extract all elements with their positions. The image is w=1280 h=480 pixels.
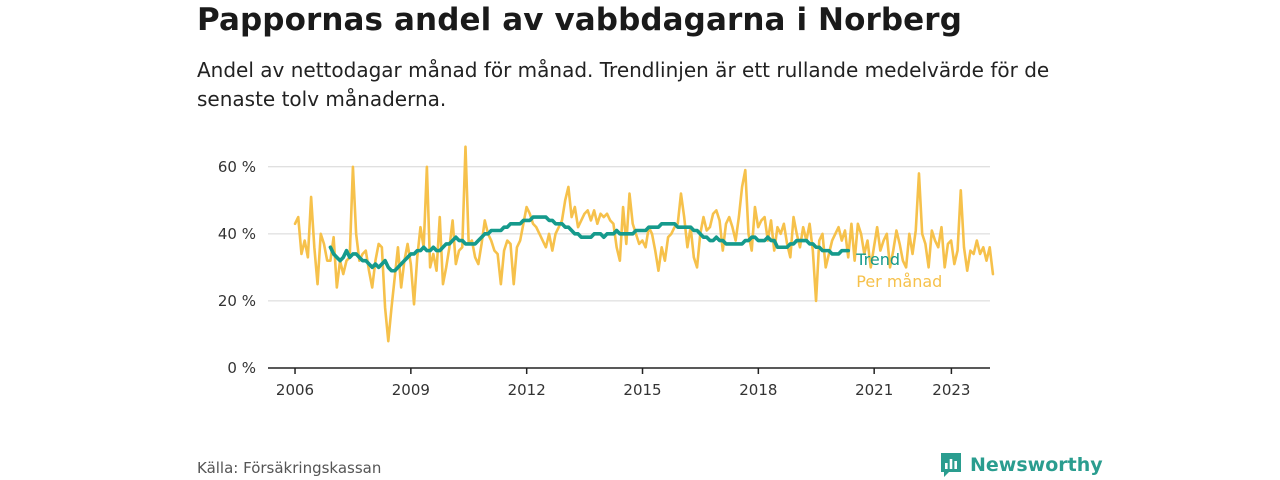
series-line-per-manad: [293, 145, 995, 343]
chart-subtitle: Andel av nettodagar månad för månad. Tre…: [197, 58, 1050, 111]
brand[interactable]: Newsworthy: [939, 451, 1103, 479]
y-tick-label: 40 %: [218, 225, 256, 243]
newsworthy-logo-icon: [941, 453, 961, 477]
chart-title: Pappornas andel av vabbdagarna i Norberg: [197, 2, 962, 38]
series-label-per-manad: Per månad: [856, 272, 942, 291]
x-tick-label: 2021: [855, 381, 893, 399]
source-note: Källa: Försäkringskassan: [197, 459, 382, 477]
x-tick-label: 2009: [392, 381, 430, 399]
y-tick-label: 60 %: [218, 158, 256, 176]
series-line-trend: [328, 215, 851, 273]
y-tick-label: 0 %: [227, 359, 256, 377]
x-tick-label: 2018: [739, 381, 777, 399]
y-tick-label: 20 %: [218, 292, 256, 310]
series-label-trend: Trend: [855, 250, 900, 269]
series-labels: Trend Per månad: [855, 250, 942, 291]
x-tick-label: 2015: [623, 381, 661, 399]
x-tick-label: 2012: [508, 381, 546, 399]
series-lines: [293, 145, 995, 343]
x-tick-label: 2023: [932, 381, 970, 399]
x-axis: 2006 2009 2012 2015 2018 2021 2023: [268, 367, 990, 399]
x-tick-label: 2006: [276, 381, 314, 399]
y-axis-ticks: 0 % 20 % 40 % 60 %: [218, 158, 256, 377]
brand-name: Newsworthy: [970, 454, 1103, 476]
